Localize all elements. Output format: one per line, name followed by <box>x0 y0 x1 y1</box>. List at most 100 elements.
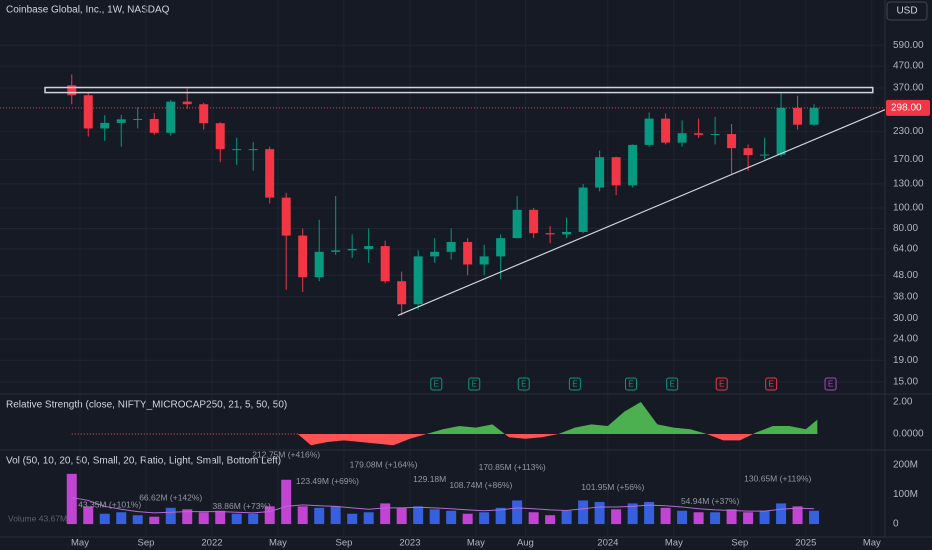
earnings-icon <box>666 377 679 391</box>
candle-body <box>743 148 753 156</box>
volume-bar <box>462 513 473 525</box>
x-tick-label: May <box>665 538 683 549</box>
y-tick-label: 38.00 <box>893 291 918 302</box>
y-tick-label: 30.00 <box>893 313 918 324</box>
earnings-icon <box>568 377 581 391</box>
candle-body <box>793 107 803 125</box>
candle-body <box>232 149 242 151</box>
volume-annotation: 179.08M (+164%) <box>350 459 418 469</box>
candle-body <box>496 238 506 257</box>
volume-bar <box>231 513 242 525</box>
candle-body <box>776 107 786 155</box>
volume-bar <box>710 512 721 525</box>
volume-bar <box>809 510 820 525</box>
volume-annotation: 123.49M (+69%) <box>296 476 359 486</box>
y-tick-label: 19.00 <box>893 355 918 366</box>
candle-body <box>248 149 258 151</box>
volume-bar <box>182 509 193 525</box>
volume-bar <box>149 516 160 525</box>
y-tick-label: 200M <box>893 460 918 471</box>
currency-button[interactable] <box>886 1 928 21</box>
y-tick-label: 64.00 <box>893 244 918 255</box>
x-tick-label: Sep <box>138 538 155 549</box>
volume-bar <box>198 512 209 525</box>
last-price-tag <box>886 99 930 116</box>
rs-area-positive <box>297 402 818 434</box>
volume-bar <box>83 506 94 525</box>
volume-bar <box>330 506 341 525</box>
rs-title: Relative Strength (close, NIFTY_MICROCAP… <box>6 400 287 411</box>
x-tick-label: Sep <box>731 538 748 549</box>
volume-bar <box>660 507 671 525</box>
y-tick-label: 0.0000 <box>893 429 924 440</box>
volume-bar <box>380 503 391 525</box>
volume-bar <box>363 512 374 525</box>
volume-bar <box>215 510 226 525</box>
volume-annotation: 130.65M (+119%) <box>744 474 811 484</box>
volume-bar <box>792 506 803 525</box>
earnings-icon <box>765 377 778 391</box>
y-tick-label: 130.00 <box>893 179 924 190</box>
x-tick-label: May <box>467 538 485 549</box>
trendline <box>397 109 886 316</box>
candle-body <box>578 187 588 232</box>
volume-bar <box>627 503 638 525</box>
candle-body <box>67 85 77 96</box>
volume-annotation: 101.95M (+56%) <box>581 482 644 492</box>
volume-bar <box>429 509 440 525</box>
volume-annotation: 212.75M (+416%) <box>252 449 320 459</box>
candle-body <box>809 107 819 125</box>
candle-body <box>677 133 687 143</box>
earnings-label: E <box>828 380 833 389</box>
volume-bar <box>528 512 539 525</box>
y-tick-label: 100M <box>893 489 918 500</box>
x-tick-label: 2024 <box>597 538 618 549</box>
x-tick-label: May <box>269 538 287 549</box>
x-tick-label: 2022 <box>201 538 222 549</box>
volume-annotation: 129.18M <box>413 474 446 484</box>
volume-bar <box>347 513 358 525</box>
candle-body <box>199 104 209 124</box>
volume-bar <box>281 479 292 525</box>
y-tick-label: 80.00 <box>893 223 918 234</box>
candle-body <box>166 101 176 133</box>
volume-bar <box>693 512 704 525</box>
earnings-icon <box>468 377 481 391</box>
last-price-label: 298.00 <box>891 102 922 113</box>
volume-bar <box>413 506 424 525</box>
earnings-label: E <box>719 380 724 389</box>
volume-bar <box>644 501 655 525</box>
candle-body <box>215 123 225 150</box>
earnings-icon <box>624 377 637 391</box>
volume-bar <box>743 512 754 525</box>
volume-annotation: 108.74M (+86%) <box>449 480 512 490</box>
candle-body <box>446 242 456 252</box>
candle-body <box>661 118 671 143</box>
candle-body <box>710 134 720 136</box>
candle-body <box>529 209 539 234</box>
volume-bar <box>578 500 589 525</box>
candle-body <box>364 246 374 249</box>
y-tick-label: 230.00 <box>893 126 924 137</box>
candle-body <box>727 134 737 149</box>
candle-body <box>562 231 572 235</box>
candle-body <box>298 235 308 278</box>
earnings-label: E <box>472 380 477 389</box>
earnings-icon <box>715 377 728 391</box>
volume-bar <box>248 513 259 525</box>
candle-body <box>595 157 605 188</box>
y-tick-label: 370.00 <box>893 83 924 94</box>
candle-body <box>331 250 341 252</box>
volume-annotation: 38.86M (+73%) <box>212 501 271 511</box>
candle-body <box>479 256 489 265</box>
earnings-label: E <box>434 380 439 389</box>
candle-body <box>347 248 357 251</box>
volume-bar <box>495 507 506 525</box>
volume-bar <box>314 507 325 525</box>
volume-bar <box>116 512 127 525</box>
volume-bar <box>776 503 787 525</box>
volume-bar <box>726 509 737 525</box>
volume-annotation: 170.85M (+113%) <box>479 462 546 472</box>
earnings-icon <box>430 377 443 391</box>
